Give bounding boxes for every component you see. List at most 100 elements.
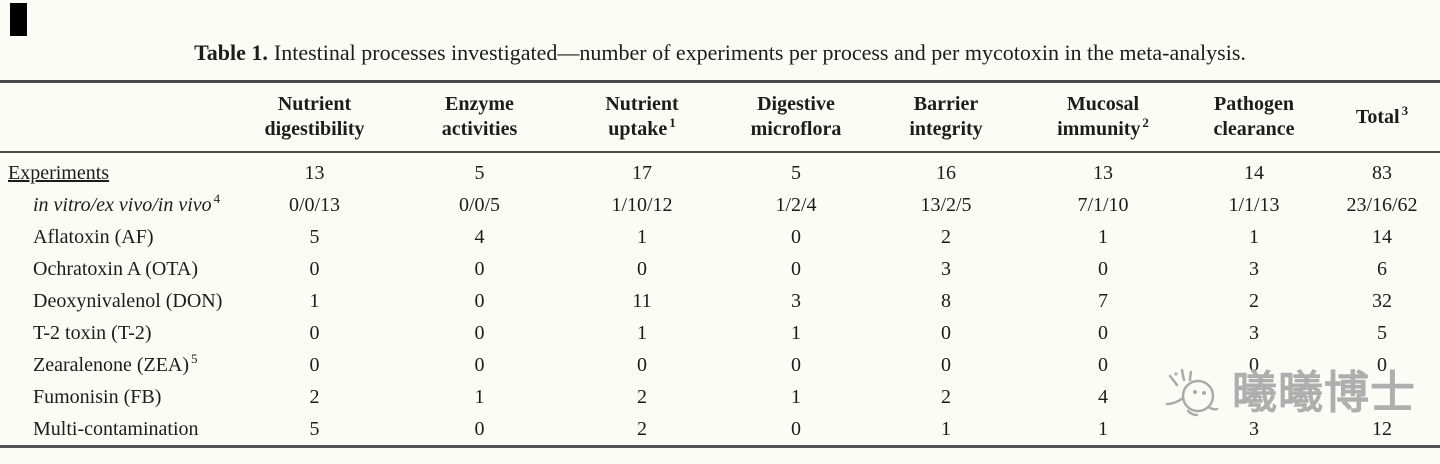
table-cell: 17 — [632, 162, 652, 184]
table-row-aflatoxin: Aflatoxin (AF) 5 4 1 0 2 1 1 14 — [0, 221, 1440, 253]
table-row-ochratoxin: Ochratoxin A (OTA) 0 0 0 0 3 0 3 6 — [0, 253, 1440, 285]
row-label: Deoxynivalenol (DON) — [33, 290, 223, 312]
table-cell: 1 — [941, 418, 951, 440]
table-cell: 5 — [474, 162, 485, 184]
watermark-text: 曦曦博士 — [1232, 368, 1417, 418]
table-cell: 1 — [1249, 226, 1259, 248]
table-cell: 1 — [637, 322, 647, 344]
table-cell: 4 — [1098, 386, 1108, 408]
table-cell: 1 — [791, 322, 801, 344]
table-cell: 13 — [1093, 162, 1113, 184]
row-label: Aflatoxin (AF) — [33, 226, 154, 248]
table-cell: 13/2/5 — [920, 194, 972, 216]
mascot-logo-icon — [1165, 368, 1219, 417]
row-label: Experiments — [8, 162, 110, 184]
table-cell: 5 — [309, 226, 320, 248]
table-caption-text: Intestinal processes investigated—number… — [273, 40, 1246, 65]
table-cell: 0 — [309, 258, 320, 280]
table-cell: 0 — [1249, 354, 1259, 376]
header-cell-nutrient-digestibility: Nutrient digestibility — [264, 93, 365, 140]
table-cell: 3 — [1249, 258, 1259, 280]
header-cell-total: Total 3 — [1355, 102, 1409, 128]
row-label: T-2 toxin (T-2) — [33, 322, 152, 344]
table-cell: 5 — [1377, 322, 1387, 344]
header-cell-digestive-microflora: Digestive microflora — [750, 93, 842, 140]
table-cell: 0 — [1098, 322, 1108, 344]
table-cell: 2 — [1249, 290, 1259, 312]
table-cell: 16 — [936, 162, 956, 184]
table-cell: 0/0/5 — [458, 194, 501, 216]
table-cell: 23/16/62 — [1346, 194, 1418, 216]
header-cell-empty — [0, 82, 232, 153]
table-cell: 0 — [941, 322, 951, 344]
table-cell: 1/10/12 — [611, 194, 673, 216]
table-cell: 0 — [474, 290, 485, 312]
header-cell-mucosal-immunity: Mucosal immunity 2 — [1057, 93, 1149, 140]
table-cell: 14 — [1244, 162, 1264, 184]
table-row-invitro-exvivo-invivo: in vitro/ex vivo/in vivo 4 0/0/13 0/0/5 1… — [0, 189, 1440, 221]
table-row-fumonisin: Fumonisin (FB) 2 1 2 1 2 4 — [0, 381, 1440, 413]
row-label: Ochratoxin A (OTA) — [33, 258, 199, 280]
watermark: 曦曦博士 — [1158, 360, 1416, 426]
table-row-multi-contamination: Multi-contamination 5 0 2 0 1 1 3 12 — [0, 413, 1440, 447]
table-row-experiments: Experiments 13 5 17 5 16 13 14 83 — [0, 152, 1440, 189]
table-row-deoxynivalenol: Deoxynivalenol (DON) 1 0 11 3 8 7 2 32 — [0, 285, 1440, 317]
table-cell: 2 — [637, 418, 647, 440]
table-cell: 12 — [1372, 418, 1392, 440]
table-cell: 83 — [1372, 162, 1392, 184]
table-cell: 14 — [1372, 226, 1392, 248]
table-cell: 0 — [791, 226, 801, 248]
row-label: Zearalenone (ZEA) 5 — [33, 351, 198, 376]
table-cell: 8 — [941, 290, 951, 312]
table-caption: Table 1. Intestinal processes investigate… — [0, 40, 1440, 65]
table-cell: 0 — [941, 354, 951, 376]
table-cell: 0 — [474, 258, 485, 280]
table-cell: 0 — [1098, 354, 1108, 376]
table-cell: 2 — [941, 386, 951, 408]
table-cell: 0 — [1098, 258, 1108, 280]
table-cell: 13 — [304, 162, 325, 184]
table-cell: 1 — [1098, 226, 1108, 248]
table-cell: 0/0/13 — [288, 194, 341, 216]
header-cell-pathogen-clearance: Pathogen clearance — [1213, 93, 1295, 140]
table-cell: 32 — [1372, 290, 1392, 312]
header-row: Nutrient digestibility Enzyme activities… — [0, 82, 1440, 153]
header-cell-nutrient-uptake: Nutrient uptake 1 — [605, 93, 679, 140]
table-cell: 4 — [474, 226, 485, 248]
header-cell-barrier-integrity: Barrier integrity — [909, 93, 983, 140]
table-cell: 6 — [1377, 258, 1387, 280]
table-cell: 1 — [474, 386, 485, 408]
table-cell: 3 — [791, 290, 801, 312]
table-row-t2-toxin: T-2 toxin (T-2) 0 0 1 1 0 0 3 5 — [0, 317, 1440, 349]
black-bar-artifact — [10, 3, 27, 36]
table-cell: 0 — [474, 418, 485, 440]
table-cell: 11 — [632, 290, 652, 312]
table-cell: 2 — [637, 386, 647, 408]
table-cell: 0 — [637, 258, 647, 280]
table-cell: 2 — [941, 226, 951, 248]
table-cell: 1/1/13 — [1228, 194, 1280, 216]
table-cell: 7 — [1098, 290, 1108, 312]
table-cell: 5 — [309, 418, 320, 440]
row-label: Multi-contamination — [33, 418, 199, 440]
table-cell: 2 — [309, 386, 320, 408]
table-cell: 0 — [309, 354, 320, 376]
table-cell: 1/2/4 — [775, 194, 817, 216]
table-cell: 0 — [474, 322, 485, 344]
table-cell: 5 — [791, 162, 801, 184]
table-cell: 7/1/10 — [1077, 194, 1129, 216]
table-cell: 3 — [1249, 322, 1259, 344]
table-cell: 0 — [791, 258, 801, 280]
row-label: in vitro/ex vivo/in vivo 4 — [33, 191, 221, 216]
table-cell: 0 — [1377, 354, 1387, 376]
table-cell: 0 — [791, 354, 801, 376]
table-caption-number: Table 1. — [194, 40, 268, 65]
table-cell: 1 — [637, 226, 647, 248]
table-cell: 3 — [941, 258, 951, 280]
table-cell: 0 — [791, 418, 801, 440]
header-cell-enzyme-activities: Enzyme activities — [441, 93, 518, 140]
table-cell: 0 — [309, 322, 320, 344]
table-cell: 1 — [1098, 418, 1108, 440]
table-cell: 3 — [1249, 418, 1259, 440]
